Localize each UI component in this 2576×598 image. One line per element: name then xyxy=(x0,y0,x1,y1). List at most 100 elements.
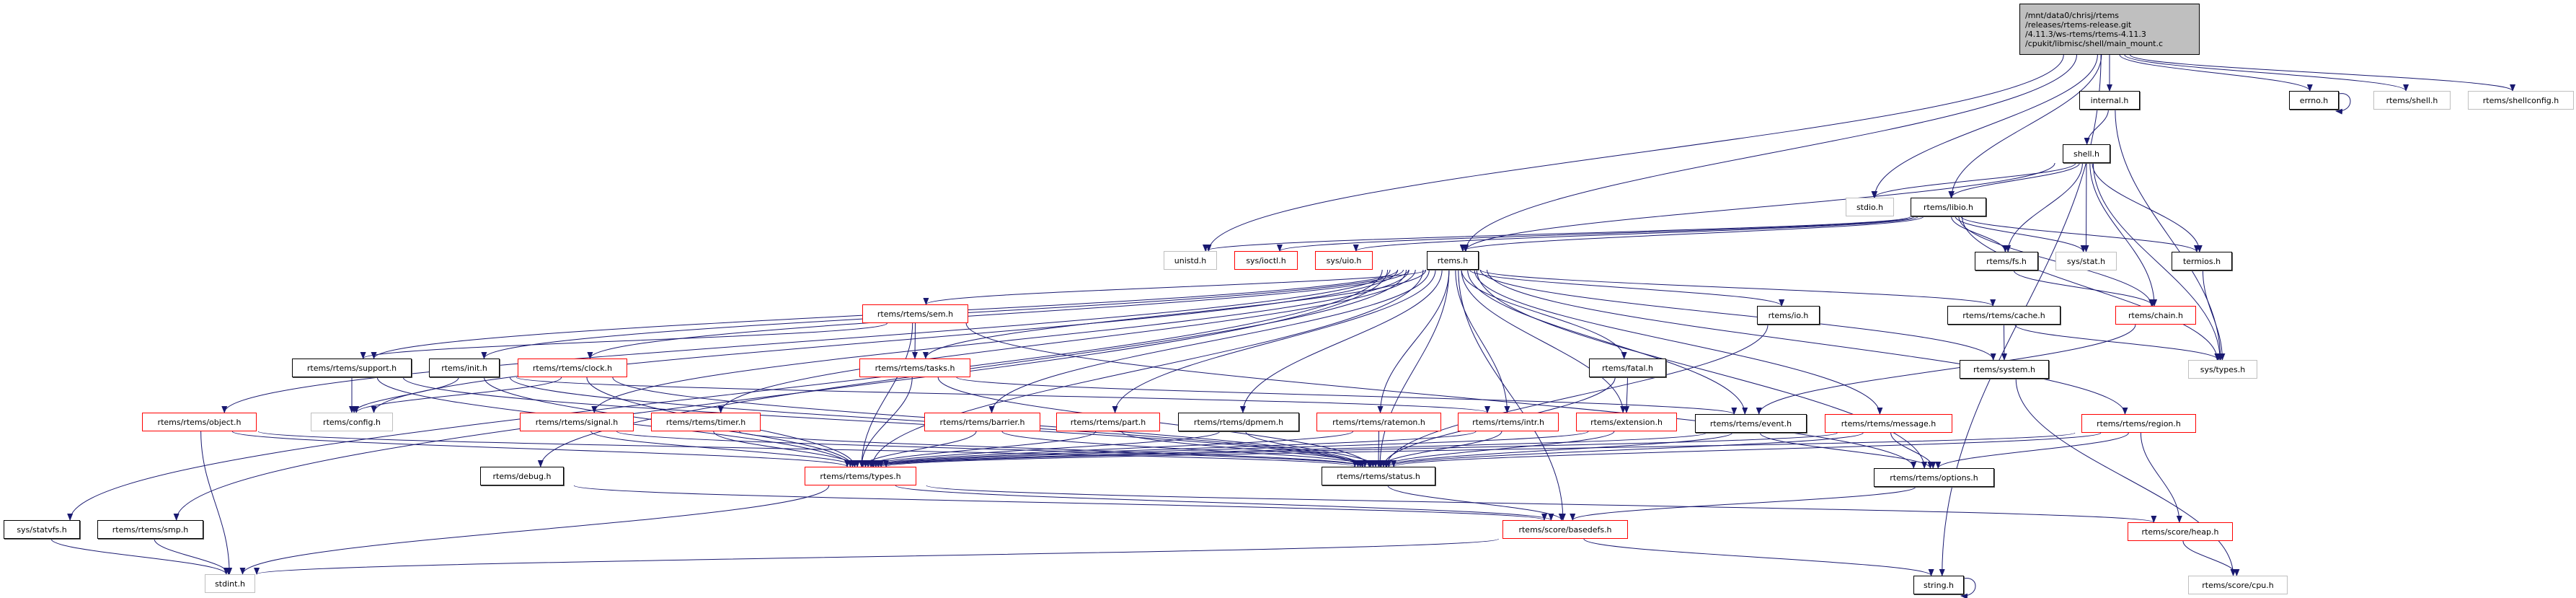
node-ioctl[interactable]: sys/ioctl.h xyxy=(1234,251,1298,270)
edge-timer-to-types xyxy=(713,431,861,467)
root-path-line: /mnt/data0/chrisj/rtems xyxy=(2025,10,2120,20)
node-intr[interactable]: rtems/rtems/intr.h xyxy=(1458,413,1559,431)
edge-tasks-to-event xyxy=(956,377,1737,415)
node-part[interactable]: rtems/rtems/part.h xyxy=(1056,413,1160,431)
node-debug[interactable]: rtems/debug.h xyxy=(480,467,564,485)
node-dpmem[interactable]: rtems/rtems/dpmem.h xyxy=(1178,413,1299,431)
edge-shell-to-libio xyxy=(1948,162,2080,198)
node-chain[interactable]: rtems/chain.h xyxy=(2115,306,2196,325)
edge-object-to-status xyxy=(257,431,1358,467)
node-fs[interactable]: rtems/fs.h xyxy=(1975,252,2038,271)
edge-rtems-to-statvfs xyxy=(67,269,1383,521)
node-stdio[interactable]: stdio.h xyxy=(1846,198,1894,216)
edge-rtems-to-smp xyxy=(173,269,1389,521)
edge-libio-to-ioctl xyxy=(1277,216,1915,252)
edge-fs-to-chain xyxy=(2013,270,2156,307)
edge-rtems-to-status xyxy=(1377,269,1450,467)
node-systypes[interactable]: sys/types.h xyxy=(2188,360,2257,379)
node-cpu[interactable]: rtems/score/cpu.h xyxy=(2188,576,2288,594)
edge-types-to-basedefs xyxy=(895,485,1554,521)
edge-fatal-to-extension xyxy=(1624,377,1630,413)
node-event[interactable]: rtems/rtems/event.h xyxy=(1695,414,1807,433)
node-fatal[interactable]: rtems/fatal.h xyxy=(1589,359,1666,377)
edge-chain-to-event xyxy=(1756,324,2136,415)
edge-termios-to-systypes xyxy=(2202,270,2226,361)
edge-event-to-status xyxy=(1383,432,1733,467)
edge-internal-to-shell xyxy=(2084,109,2109,145)
edge-rtems-to-region xyxy=(1487,269,2128,415)
edge-rtems-to-fatal xyxy=(1461,269,1627,359)
node-object[interactable]: rtems/rtems/object.h xyxy=(142,413,257,431)
edge-root-to-errno xyxy=(2119,54,2313,92)
edge-rtems-to-debug xyxy=(537,269,1407,467)
edge-rtems-to-tasks xyxy=(923,269,1427,359)
edge-init-to-config xyxy=(351,377,459,413)
edge-event-to-options xyxy=(1759,432,1934,469)
edge-extension-to-status xyxy=(1381,431,1615,467)
edge-string-to-string xyxy=(1960,578,1976,598)
node-tasks[interactable]: rtems/rtems/tasks.h xyxy=(859,359,970,377)
edge-root-to-shellconfig xyxy=(2130,54,2515,92)
node-internal[interactable]: internal.h xyxy=(2079,91,2140,110)
node-unistd[interactable]: unistd.h xyxy=(1164,251,1217,270)
node-timer[interactable]: rtems/rtems/timer.h xyxy=(651,413,761,431)
node-status[interactable]: rtems/rtems/status.h xyxy=(1322,467,1435,485)
node-heap[interactable]: rtems/score/heap.h xyxy=(2128,522,2233,541)
node-sem[interactable]: rtems/rtems/sem.h xyxy=(862,304,968,323)
root-path-line: /4.11.3/ws-rtems/rtems-4.11.3 xyxy=(2025,29,2146,39)
node-statvfs[interactable]: sys/statvfs.h xyxy=(4,520,80,539)
edge-rtems-to-system xyxy=(1479,269,1996,361)
edge-shell-to-chain xyxy=(2089,162,2158,307)
edge-rtems-to-message xyxy=(1474,269,1883,415)
edge-root-to-stdio xyxy=(1872,54,2098,198)
node-shellconfig[interactable]: rtems/shellconfig.h xyxy=(2468,91,2574,110)
node-basedefs[interactable]: rtems/score/basedefs.h xyxy=(1502,520,1628,539)
node-extension[interactable]: rtems/extension.h xyxy=(1576,413,1677,431)
edge-rtems-to-types xyxy=(869,269,1424,467)
edge-rtems-to-io xyxy=(1469,269,1784,307)
node-barrier[interactable]: rtems/rtems/barrier.h xyxy=(924,413,1040,431)
edge-region-to-options xyxy=(1935,432,2129,469)
node-init[interactable]: rtems/init.h xyxy=(429,359,500,377)
root-file-node[interactable]: /mnt/data0/chrisj/rtems /releases/rtems-… xyxy=(2019,4,2200,55)
edge-shell-to-systypes xyxy=(2092,162,2223,361)
node-errno[interactable]: errno.h xyxy=(2289,91,2339,110)
node-support[interactable]: rtems/rtems/support.h xyxy=(292,359,412,377)
node-smp[interactable]: rtems/rtems/smp.h xyxy=(97,520,203,539)
root-path-line: /releases/rtems-release.git xyxy=(2025,19,2132,30)
node-message[interactable]: rtems/rtems/message.h xyxy=(1825,414,1952,433)
edge-message-to-options xyxy=(1890,432,1937,469)
edge-message-to-status xyxy=(1386,432,1864,467)
edge-object-to-stdint xyxy=(200,431,233,575)
edge-rtems-to-options xyxy=(1476,269,1928,469)
edge-region-to-heap xyxy=(2140,432,2182,523)
node-rshell[interactable]: rtems/shell.h xyxy=(2373,91,2451,110)
edge-ratemon-to-types xyxy=(868,431,1354,467)
edge-statvfs-to-stdint xyxy=(50,538,229,575)
node-system[interactable]: rtems/system.h xyxy=(1960,360,2049,379)
node-string[interactable]: string.h xyxy=(1913,576,1964,594)
edge-libio-to-stat xyxy=(1955,216,2086,252)
node-ratemon[interactable]: rtems/rtems/ratemon.h xyxy=(1316,413,1441,431)
edge-rtems-to-event xyxy=(1467,269,1748,415)
node-rtems[interactable]: rtems.h xyxy=(1427,251,1479,270)
node-termios[interactable]: termios.h xyxy=(2172,252,2232,271)
node-options[interactable]: rtems/rtems/options.h xyxy=(1874,468,1994,487)
node-stat[interactable]: sys/stat.h xyxy=(2055,252,2117,271)
node-io[interactable]: rtems/io.h xyxy=(1757,306,1820,325)
node-types[interactable]: rtems/rtems/types.h xyxy=(805,467,916,485)
node-stdint[interactable]: stdint.h xyxy=(205,574,255,593)
node-clock[interactable]: rtems/rtems/clock.h xyxy=(518,359,627,377)
edge-rtems-to-cache xyxy=(1479,269,1996,307)
node-region[interactable]: rtems/rtems/region.h xyxy=(2081,414,2196,433)
edge-rtems-to-signal xyxy=(591,269,1409,413)
node-cache[interactable]: rtems/rtems/cache.h xyxy=(1947,306,2061,325)
node-uio[interactable]: sys/uio.h xyxy=(1315,251,1373,270)
edge-signal-to-status xyxy=(616,431,1366,467)
node-signal[interactable]: rtems/rtems/signal.h xyxy=(520,413,634,431)
node-shell[interactable]: shell.h xyxy=(2063,144,2110,163)
edge-rtems-to-intr xyxy=(1455,269,1510,413)
node-libio[interactable]: rtems/libio.h xyxy=(1911,198,1986,216)
node-config[interactable]: rtems/config.h xyxy=(311,413,393,431)
